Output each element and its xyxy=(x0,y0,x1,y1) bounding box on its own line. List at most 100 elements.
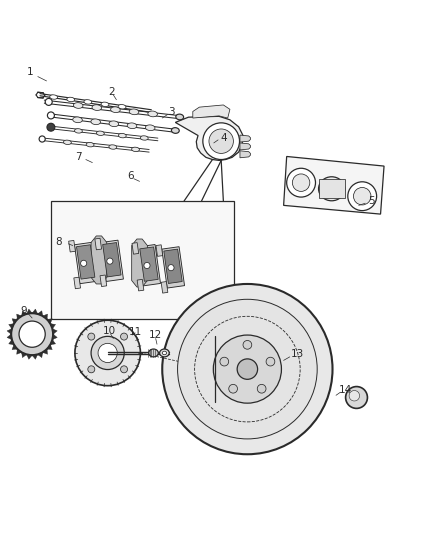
Ellipse shape xyxy=(159,349,169,357)
Polygon shape xyxy=(240,151,251,158)
Text: 2: 2 xyxy=(109,87,115,97)
Circle shape xyxy=(243,341,252,349)
Text: 6: 6 xyxy=(127,171,134,181)
Circle shape xyxy=(348,182,377,211)
Polygon shape xyxy=(32,309,38,314)
Circle shape xyxy=(220,357,229,366)
Polygon shape xyxy=(102,243,121,277)
Ellipse shape xyxy=(109,145,117,149)
Circle shape xyxy=(47,123,55,131)
Text: 14: 14 xyxy=(339,385,352,394)
Polygon shape xyxy=(91,236,107,284)
Circle shape xyxy=(168,264,174,271)
Polygon shape xyxy=(53,334,57,340)
Circle shape xyxy=(346,386,367,408)
Polygon shape xyxy=(32,354,38,359)
Polygon shape xyxy=(74,243,97,284)
Circle shape xyxy=(287,168,315,197)
Circle shape xyxy=(120,366,127,373)
Ellipse shape xyxy=(67,97,74,102)
Polygon shape xyxy=(132,243,139,254)
Polygon shape xyxy=(161,281,168,293)
Polygon shape xyxy=(21,352,27,358)
Polygon shape xyxy=(27,309,32,314)
Text: 3: 3 xyxy=(168,107,174,117)
Text: 11: 11 xyxy=(128,327,142,337)
Circle shape xyxy=(98,343,117,362)
Ellipse shape xyxy=(74,128,82,133)
Ellipse shape xyxy=(109,121,119,127)
Circle shape xyxy=(107,258,113,264)
Circle shape xyxy=(144,262,150,269)
Polygon shape xyxy=(47,319,52,324)
Ellipse shape xyxy=(318,177,345,201)
Ellipse shape xyxy=(129,109,139,115)
Text: 12: 12 xyxy=(149,330,162,341)
Polygon shape xyxy=(9,324,14,329)
Ellipse shape xyxy=(148,111,157,117)
Circle shape xyxy=(88,366,95,373)
Text: 4: 4 xyxy=(220,133,227,143)
Ellipse shape xyxy=(162,351,166,354)
Circle shape xyxy=(349,391,360,401)
Ellipse shape xyxy=(101,102,109,107)
Circle shape xyxy=(91,336,124,369)
Ellipse shape xyxy=(171,127,179,133)
Ellipse shape xyxy=(50,95,57,99)
Circle shape xyxy=(237,359,258,379)
Circle shape xyxy=(177,300,317,439)
Polygon shape xyxy=(38,352,42,358)
Bar xyxy=(51,201,234,319)
Polygon shape xyxy=(42,314,48,319)
Polygon shape xyxy=(17,314,21,319)
Circle shape xyxy=(45,99,52,106)
Ellipse shape xyxy=(92,105,102,110)
Polygon shape xyxy=(47,345,52,350)
Ellipse shape xyxy=(118,133,126,138)
Polygon shape xyxy=(27,354,32,359)
Ellipse shape xyxy=(64,140,71,144)
Circle shape xyxy=(203,123,240,159)
Circle shape xyxy=(88,333,95,340)
Polygon shape xyxy=(193,105,230,118)
Text: 10: 10 xyxy=(102,326,116,336)
Ellipse shape xyxy=(73,117,82,123)
Polygon shape xyxy=(100,275,107,287)
Polygon shape xyxy=(240,135,251,142)
Circle shape xyxy=(266,357,275,366)
Polygon shape xyxy=(38,311,42,316)
Circle shape xyxy=(209,129,233,154)
Circle shape xyxy=(213,335,282,403)
Polygon shape xyxy=(138,245,160,286)
Text: 8: 8 xyxy=(56,238,62,247)
Polygon shape xyxy=(42,349,48,354)
Text: 13: 13 xyxy=(291,349,304,359)
Polygon shape xyxy=(175,116,243,160)
Circle shape xyxy=(19,321,45,348)
Polygon shape xyxy=(156,245,162,256)
Ellipse shape xyxy=(323,181,340,197)
Polygon shape xyxy=(7,329,12,334)
Polygon shape xyxy=(74,277,81,289)
Ellipse shape xyxy=(145,125,155,131)
Polygon shape xyxy=(95,238,102,250)
Polygon shape xyxy=(77,245,95,279)
Bar xyxy=(318,179,345,198)
Text: 9: 9 xyxy=(20,306,27,316)
Circle shape xyxy=(39,136,45,142)
Text: 7: 7 xyxy=(75,152,82,163)
Circle shape xyxy=(120,333,127,340)
Ellipse shape xyxy=(96,131,104,135)
Polygon shape xyxy=(12,345,18,350)
Polygon shape xyxy=(9,340,14,345)
Ellipse shape xyxy=(131,147,139,151)
Text: 1: 1 xyxy=(27,67,34,77)
Polygon shape xyxy=(50,324,56,329)
Ellipse shape xyxy=(86,142,94,147)
Ellipse shape xyxy=(127,123,137,128)
Polygon shape xyxy=(284,157,384,214)
Circle shape xyxy=(353,188,371,205)
Ellipse shape xyxy=(74,103,83,108)
Circle shape xyxy=(229,384,237,393)
Polygon shape xyxy=(7,334,12,340)
